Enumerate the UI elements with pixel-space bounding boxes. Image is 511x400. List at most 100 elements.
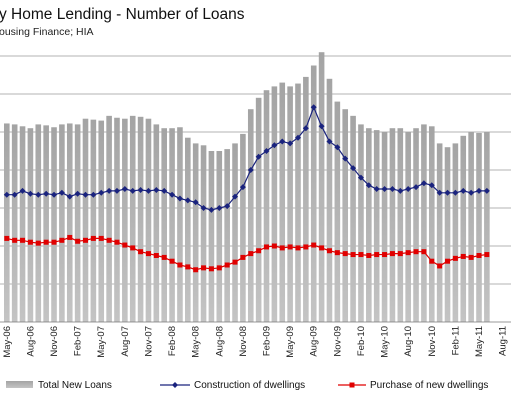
- bar-total-new-loans: [421, 124, 427, 323]
- bar-total-new-loans: [74, 124, 81, 323]
- point-purchase: [468, 254, 474, 260]
- point-construction: [3, 191, 10, 198]
- point-construction: [35, 191, 42, 198]
- point-construction: [373, 186, 380, 192]
- point-construction: [153, 186, 160, 193]
- point-purchase: [295, 245, 301, 251]
- point-purchase: [161, 254, 167, 260]
- point-purchase: [216, 265, 222, 271]
- bar-total-new-loans: [303, 76, 309, 323]
- point-purchase: [51, 239, 57, 245]
- bar-total-new-loans: [185, 137, 191, 322]
- point-purchase: [114, 239, 120, 245]
- legend-label: Purchase of new dwellings: [370, 380, 488, 391]
- x-tick-label: Aug-06: [25, 326, 36, 357]
- point-construction: [247, 167, 254, 173]
- legend-marker: [349, 382, 355, 388]
- point-construction: [239, 184, 246, 191]
- point-construction: [113, 187, 120, 194]
- point-construction: [263, 148, 270, 154]
- legend-item-construction[interactable]: Construction of dwellings: [160, 380, 305, 391]
- point-purchase: [437, 263, 443, 269]
- point-purchase: [279, 245, 285, 251]
- point-purchase: [27, 239, 33, 245]
- point-purchase: [342, 251, 348, 257]
- x-tick-label: Feb-09: [262, 326, 273, 356]
- bar-total-new-loans: [397, 128, 404, 322]
- point-construction: [19, 187, 26, 194]
- bar-total-new-loans: [27, 128, 34, 322]
- bar-total-new-loans: [468, 132, 474, 322]
- point-purchase: [405, 250, 411, 256]
- bar-total-new-loans: [413, 128, 419, 322]
- bar-total-new-loans: [334, 101, 341, 322]
- bar-total-new-loans: [389, 128, 396, 322]
- point-purchase: [366, 253, 372, 258]
- point-construction: [287, 140, 294, 147]
- point-construction: [413, 184, 420, 191]
- point-purchase: [185, 264, 191, 270]
- point-purchase: [224, 262, 230, 268]
- point-purchase: [389, 251, 395, 257]
- bar-total-new-loans: [43, 125, 49, 322]
- bar-total-new-loans: [59, 124, 65, 323]
- point-purchase: [130, 245, 136, 251]
- bar-total-new-loans: [287, 86, 293, 323]
- point-construction: [302, 125, 309, 132]
- point-construction: [192, 199, 199, 206]
- point-purchase: [83, 237, 88, 243]
- x-tick-label: May-11: [474, 326, 485, 357]
- x-tick-label: May-10: [380, 326, 391, 358]
- x-tick-label: Aug-10: [403, 326, 414, 357]
- point-construction: [224, 203, 231, 210]
- bar-total-new-loans: [11, 124, 18, 323]
- bar-total-new-loans: [444, 147, 451, 322]
- point-purchase: [303, 244, 309, 250]
- legend-item-total-new-loans[interactable]: Total New Loans: [6, 380, 112, 391]
- point-purchase: [138, 249, 144, 255]
- bar-total-new-loans: [373, 130, 380, 322]
- point-construction: [483, 187, 490, 194]
- point-purchase: [429, 258, 435, 264]
- point-construction: [82, 191, 89, 198]
- bar-total-new-loans: [153, 124, 160, 323]
- point-purchase: [358, 252, 364, 258]
- legend[interactable]: Total New Loans Construction of dwellings…: [6, 380, 488, 391]
- point-purchase: [319, 245, 325, 251]
- line-series-construction: [3, 104, 490, 213]
- point-construction: [357, 174, 364, 181]
- point-purchase: [397, 251, 403, 257]
- bar-total-new-loans: [4, 123, 10, 322]
- x-tick-label: Feb-08: [167, 326, 178, 356]
- point-construction: [350, 165, 357, 172]
- bar-total-new-loans: [19, 126, 26, 322]
- point-purchase: [153, 253, 159, 258]
- point-purchase: [12, 237, 18, 243]
- point-construction: [389, 186, 396, 192]
- point-construction: [161, 187, 168, 194]
- bar-total-new-loans: [476, 132, 482, 322]
- point-construction: [326, 138, 333, 145]
- point-purchase: [445, 258, 451, 264]
- bar-total-new-loans: [82, 118, 89, 322]
- point-purchase: [374, 252, 380, 258]
- legend-item-purchase[interactable]: Purchase of new dwellings: [338, 380, 488, 391]
- bar-total-new-loans: [98, 120, 105, 322]
- bar-total-new-loans: [247, 109, 254, 322]
- bar-total-new-loans: [224, 149, 230, 322]
- bar-total-new-loans: [310, 65, 317, 322]
- point-construction: [121, 186, 128, 192]
- bar-total-new-loans: [129, 115, 136, 322]
- point-construction: [176, 195, 183, 202]
- bar-total-new-loans: [232, 143, 238, 322]
- point-construction: [255, 153, 262, 160]
- point-construction: [428, 182, 435, 189]
- bar-total-new-loans: [169, 128, 175, 322]
- x-axis: May-06 Aug-06 Nov-06 Feb-07 May-07 Aug-07 Nov-…: [0, 321, 511, 358]
- x-tick-label: Nov-09: [332, 326, 343, 357]
- point-purchase: [177, 262, 183, 268]
- point-construction: [169, 191, 176, 198]
- bar-total-new-loans: [240, 133, 246, 322]
- point-construction: [318, 123, 325, 130]
